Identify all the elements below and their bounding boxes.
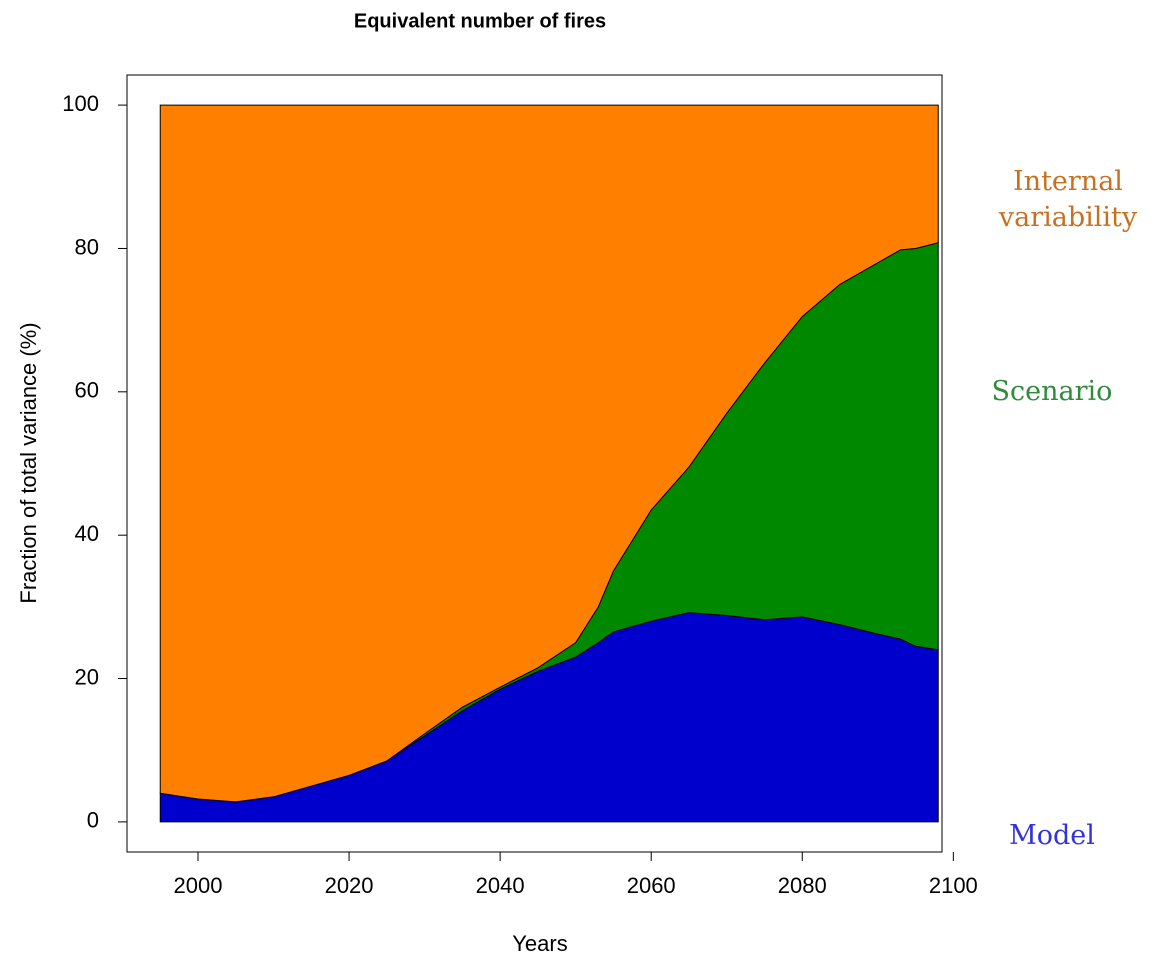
y-tick-label: 100 [62,91,99,116]
plot-box [126,74,943,853]
area [159,104,939,803]
x-tick-label: 2040 [476,873,525,898]
x-tick-label: 2000 [174,873,223,898]
chart-title: Equivalent number of fires [354,10,606,32]
y-tick-label: 40 [75,521,99,546]
x-tick-label: 2020 [325,873,374,898]
y-tick-label: 60 [75,378,99,403]
y-tick-label: 0 [87,808,99,833]
x-tick-label: 2100 [929,873,978,898]
y-tick-label: 80 [75,234,99,259]
x-axis-label: Years [512,931,567,956]
series-label: Scenario [991,375,1113,407]
series-label: Model [1009,819,1095,851]
series-label: Internal variability [998,165,1138,233]
x-tick-label: 2060 [627,873,676,898]
y-axis-label: Fraction of total variance (%) [16,322,41,603]
y-tick-label: 20 [75,664,99,689]
x-tick-label: 2080 [778,873,827,898]
